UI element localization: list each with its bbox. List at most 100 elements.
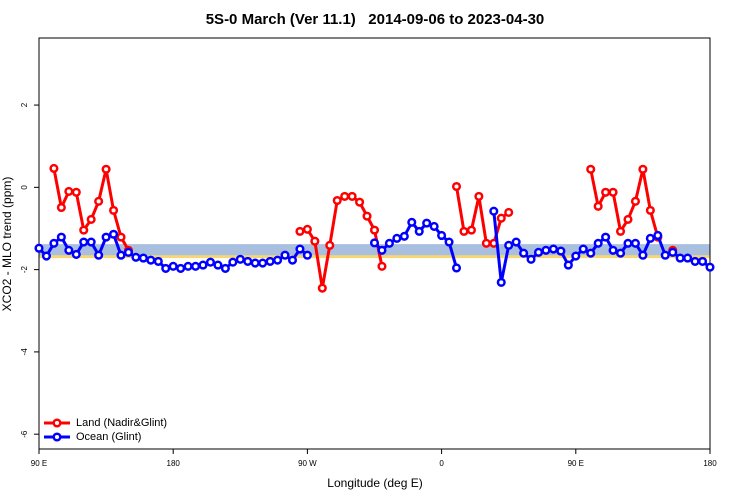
data-point (205, 257, 216, 267)
data-point (392, 233, 402, 243)
data-point (645, 233, 655, 243)
data-point (481, 238, 491, 248)
data-point (630, 238, 640, 248)
data-point (258, 258, 268, 268)
data-point (183, 261, 193, 271)
data-point (548, 244, 558, 254)
data-point (213, 260, 223, 270)
data-point (109, 229, 119, 239)
data-point (64, 245, 74, 255)
data-point (101, 164, 111, 174)
data-point (615, 226, 626, 236)
data-point (302, 250, 312, 260)
data-point (705, 262, 715, 272)
data-point (228, 257, 238, 267)
data-point (265, 256, 275, 266)
data-point (317, 283, 327, 293)
data-point (563, 260, 573, 270)
data-point (94, 250, 104, 260)
data-point (444, 237, 454, 247)
data-point (161, 263, 171, 273)
data-point (146, 255, 156, 265)
data-point (56, 232, 66, 242)
y-tick-label: -2 (20, 266, 29, 274)
data-point (496, 213, 506, 223)
data-point (116, 232, 126, 242)
x-tick-label: 90 E (568, 459, 584, 468)
x-tick-label: 180 (703, 459, 717, 468)
data-point (176, 263, 186, 273)
data-point (295, 226, 305, 236)
legend-marker (52, 418, 62, 428)
data-point (109, 205, 119, 215)
data-point (653, 230, 663, 241)
data-point (601, 187, 611, 197)
data-point (586, 164, 596, 174)
x-tick-label: 0 (439, 459, 444, 468)
band (39, 244, 710, 256)
data-point (369, 238, 380, 248)
data-point (422, 218, 432, 228)
data-point (496, 277, 506, 287)
data-point (64, 186, 74, 197)
x-tick-label: 90 E (31, 459, 47, 468)
data-point (429, 221, 439, 231)
data-point (668, 247, 678, 257)
data-point (623, 238, 633, 248)
data-point (138, 253, 148, 263)
data-point (220, 263, 230, 273)
data-point (153, 256, 163, 266)
data-point (71, 249, 81, 259)
data-point (295, 244, 305, 254)
data-point (94, 196, 104, 206)
data-point (541, 245, 551, 255)
data-point (310, 236, 320, 246)
data-point (49, 163, 59, 173)
data-point (638, 164, 648, 174)
legend-label: Land (Nadir&Glint) (76, 417, 167, 429)
data-point (79, 225, 89, 235)
data-point (556, 246, 566, 256)
data-point (34, 243, 44, 253)
data-point (526, 254, 536, 264)
data-point (489, 206, 499, 216)
data-point (660, 250, 670, 260)
data-point (131, 252, 141, 262)
y-tick-label: -4 (20, 348, 29, 356)
data-point (355, 197, 365, 207)
data-point (280, 250, 290, 260)
data-point (41, 251, 52, 261)
data-point (645, 205, 655, 215)
data-point (123, 247, 134, 257)
data-point (615, 248, 626, 258)
data-point (697, 256, 708, 266)
series-line (589, 167, 660, 238)
data-point (384, 238, 394, 248)
data-point (101, 232, 111, 242)
legend-label: Ocean (Glint) (76, 431, 141, 443)
data-point (593, 201, 603, 211)
data-point (638, 250, 648, 260)
data-point (362, 211, 372, 221)
data-point (347, 191, 357, 201)
data-point (623, 214, 633, 224)
data-point (683, 253, 693, 263)
data-point (86, 214, 96, 224)
data-point (191, 261, 201, 271)
data-point (56, 202, 66, 213)
data-point (235, 254, 245, 264)
data-point (451, 181, 462, 192)
data-point (325, 240, 335, 250)
data-point (86, 237, 96, 247)
legend-marker (52, 432, 62, 442)
data-point (340, 191, 350, 201)
data-point (630, 196, 640, 206)
data-point (608, 245, 618, 255)
data-point (593, 238, 603, 248)
chart-title: 5S-0 March (Ver 11.1) 2014-09-06 to 2023… (206, 11, 545, 28)
data-point (414, 226, 424, 236)
data-point (601, 232, 611, 242)
data-point (586, 248, 596, 258)
data-point (49, 238, 59, 248)
x-tick-label: 180 (167, 459, 181, 468)
